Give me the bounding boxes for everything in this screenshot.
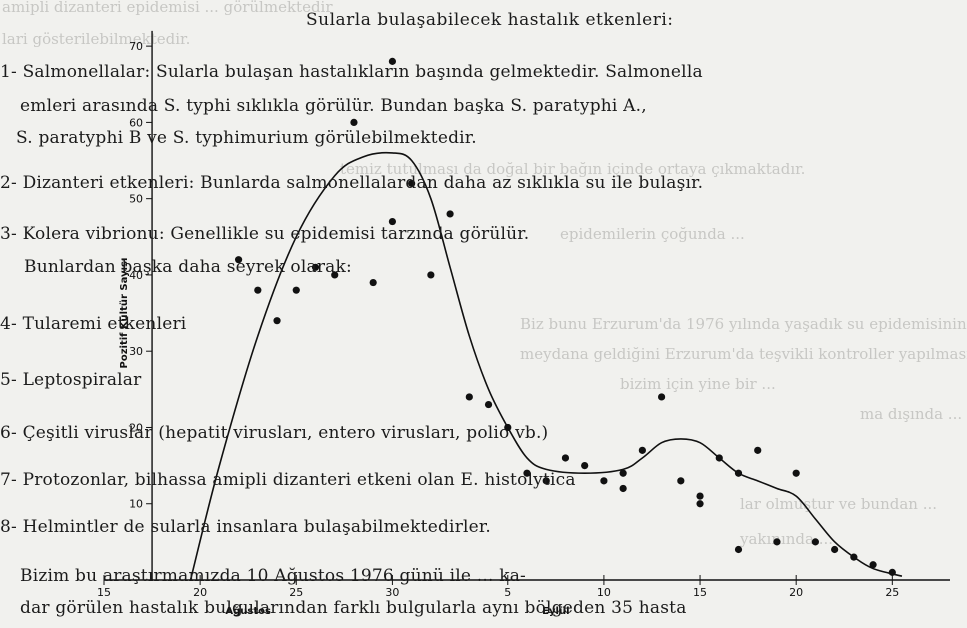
ghost-line: amipli dizanteri epidemisi ... görülmekt… xyxy=(2,0,333,16)
data-point xyxy=(292,286,300,294)
data-point xyxy=(831,545,839,554)
data-point xyxy=(773,538,781,546)
ghost-line: epidemilerin çoğunda ... xyxy=(560,225,745,243)
data-point xyxy=(331,271,339,279)
data-point xyxy=(677,477,685,485)
data-point xyxy=(561,454,570,462)
data-point xyxy=(869,561,877,569)
ghost-line: meydana geldiğini Erzurum'da teşvikli ko… xyxy=(520,345,967,363)
data-point xyxy=(465,393,473,401)
text-line: emleri arasında S. typhi sıklıkla görülü… xyxy=(20,96,647,116)
data-point xyxy=(581,462,589,470)
text-line: Bunlardan başka daha seyrek olarak: xyxy=(24,257,352,277)
data-point xyxy=(696,500,704,508)
x-tick-label: 15 xyxy=(97,586,111,599)
text-line: 3- Kolera vibrionu: Genellikle su epidem… xyxy=(0,224,530,244)
text-line: 8- Helmintler de sularla insanlara bulaş… xyxy=(0,517,491,537)
x-axis-label: Ağustos xyxy=(225,605,271,617)
y-tick-label: 30 xyxy=(129,345,143,358)
data-point xyxy=(446,210,454,218)
trend-curve xyxy=(189,151,903,581)
x-tick-label: 20 xyxy=(789,586,803,599)
x-tick-label: 15 xyxy=(693,586,707,599)
text-line: 2- Dizanteri etkenleri: Bunlarda salmone… xyxy=(0,173,704,193)
y-tick-label: 10 xyxy=(129,498,143,511)
x-tick-label: 20 xyxy=(193,586,207,599)
data-point xyxy=(619,469,627,477)
ghost-line: Biz bunu Erzurum'da 1976 yılında yaşadık… xyxy=(520,315,967,333)
x-tick-label: 25 xyxy=(289,586,303,599)
ghost-line: temiz tutulması da doğal bir bağın içind… xyxy=(340,160,806,178)
ghost-line: lari gösterilebilmektedir. xyxy=(2,30,191,48)
data-point xyxy=(504,423,512,432)
ghost-line: lar olmuştur ve bundan ... xyxy=(740,495,938,513)
data-point xyxy=(619,484,627,493)
text-line: 4- Tularemi etkenleri xyxy=(0,314,187,334)
x-axis-label: Eylül xyxy=(542,606,569,617)
data-point xyxy=(715,454,723,462)
data-point xyxy=(542,477,550,485)
data-point xyxy=(792,469,800,477)
data-point xyxy=(754,446,762,454)
x-tick-label: 30 xyxy=(385,586,399,599)
text-line: 1- Salmonellalar: Sularla bulaşan hastal… xyxy=(0,62,703,82)
data-point xyxy=(388,57,397,65)
y-tick-label: 40 xyxy=(129,269,143,282)
text-line: S. paratyphi B ve S. typhimurium görüleb… xyxy=(16,128,477,148)
data-point xyxy=(600,477,608,485)
data-point xyxy=(657,393,666,401)
data-point xyxy=(811,538,820,546)
data-point xyxy=(888,568,896,576)
data-point xyxy=(273,317,281,325)
data-point xyxy=(408,179,416,188)
section-heading: Sularla bulaşabilecek hastalık etkenleri… xyxy=(306,10,674,30)
data-point xyxy=(234,256,243,264)
y-axis-label: Pozitif Kültür Sayısı xyxy=(119,258,130,369)
y-tick-label: 20 xyxy=(129,421,143,434)
x-tick-label: 10 xyxy=(597,586,611,599)
text-line: 6- Çeşitli viruslar (hepatit virusları, … xyxy=(0,423,549,443)
text-line: 7- Protozonlar, bilhassa amipli dizanter… xyxy=(0,470,576,490)
data-point xyxy=(388,217,397,226)
data-point xyxy=(311,263,320,271)
ghost-line: yakınında ... xyxy=(740,530,834,548)
data-point xyxy=(350,118,358,126)
text-line: Bizim bu araştırmamızda 10 Ağustos 1976 … xyxy=(20,566,526,586)
data-point xyxy=(523,469,531,477)
text-line: 5- Leptospiralar xyxy=(0,370,142,390)
data-point xyxy=(484,400,493,409)
y-tick-label: 60 xyxy=(129,116,143,129)
data-point xyxy=(427,271,435,279)
data-point xyxy=(696,492,704,500)
data-point xyxy=(369,278,377,287)
y-tick-label: 50 xyxy=(129,193,143,206)
data-point xyxy=(850,553,858,561)
x-tick-label: 25 xyxy=(885,586,899,599)
data-point xyxy=(638,446,646,454)
data-point xyxy=(254,286,262,294)
data-point xyxy=(734,469,743,477)
ghost-line: ma dışında ... xyxy=(860,405,963,423)
x-tick-label: 5 xyxy=(504,586,511,599)
data-point xyxy=(734,545,743,554)
y-tick-label: 70 xyxy=(129,40,143,53)
text-line: dar görülen hastalık bulgularından farkl… xyxy=(20,598,687,618)
ghost-line: bizim için yine bir ... xyxy=(620,375,776,393)
